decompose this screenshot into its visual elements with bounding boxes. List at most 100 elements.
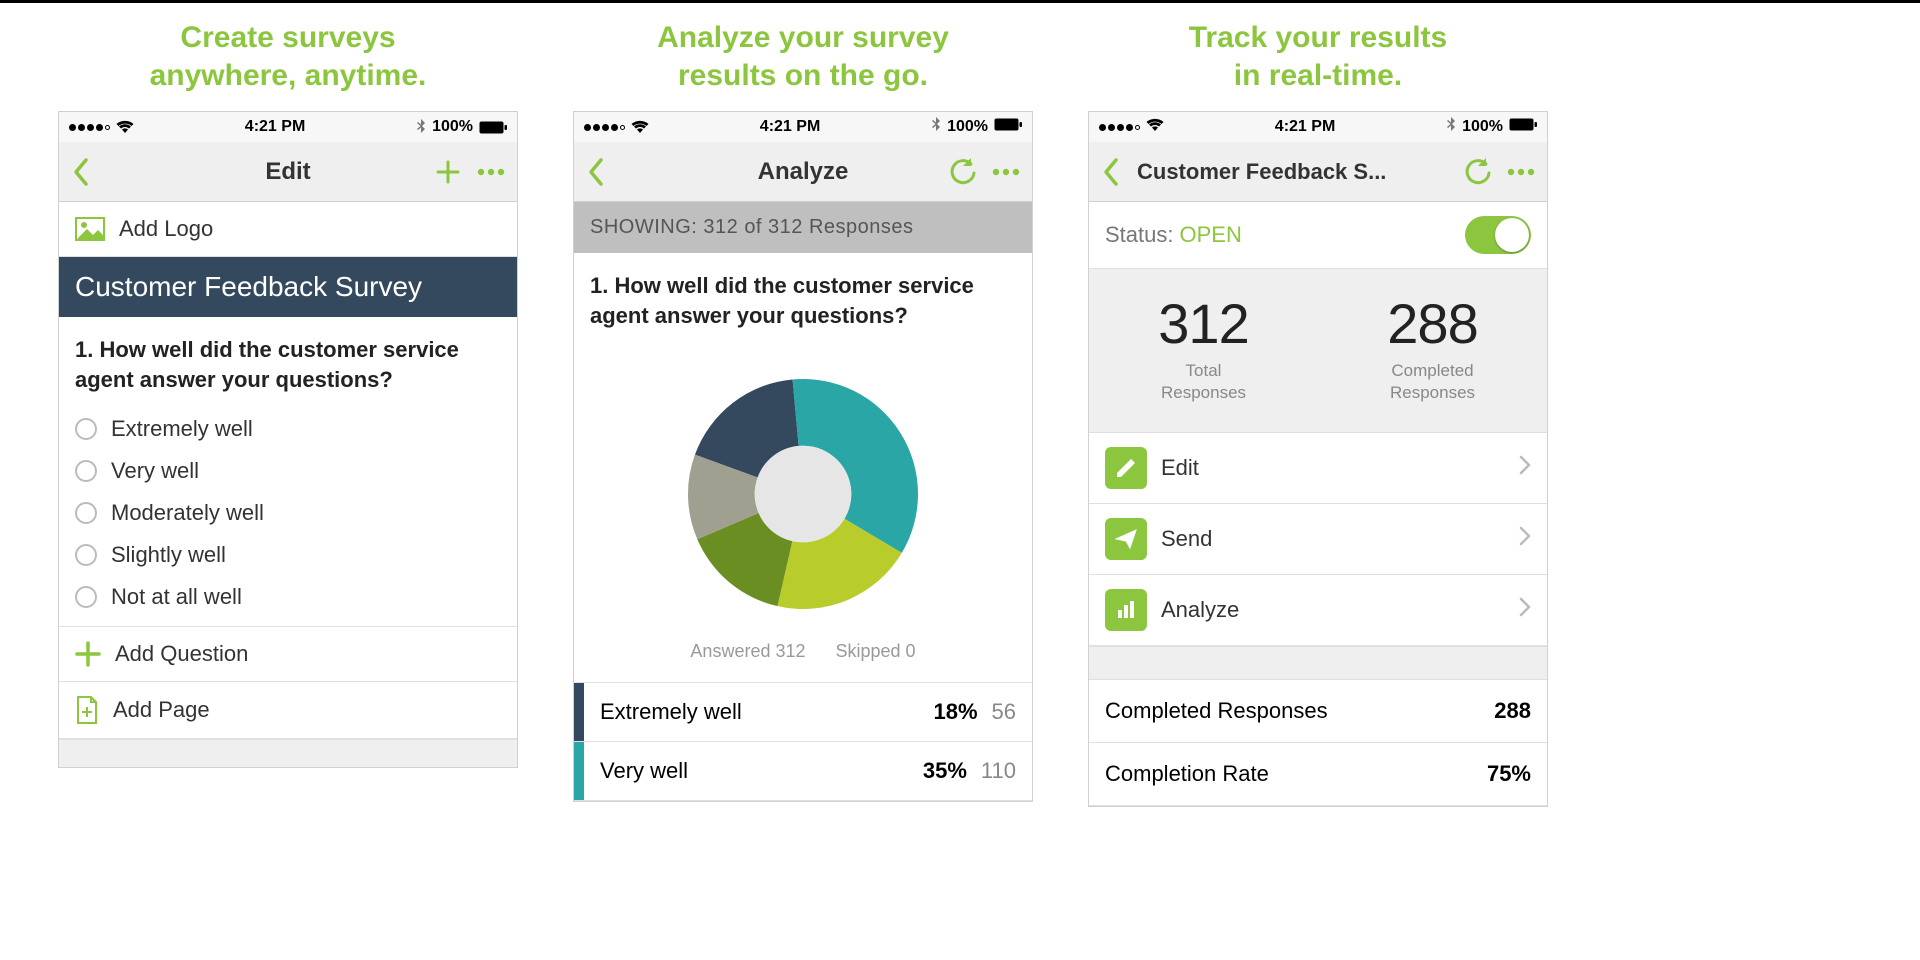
- radio-icon: [75, 460, 97, 482]
- action-label: Analyze: [1161, 597, 1239, 623]
- stat-completed-num: 288: [1326, 291, 1539, 356]
- bluetooth-icon: [1446, 117, 1456, 138]
- plus-icon: [75, 641, 101, 667]
- status-value: OPEN: [1179, 222, 1241, 248]
- metric-label: Completed Responses: [1105, 698, 1328, 724]
- signal-dots-icon: [69, 124, 110, 131]
- battery-icon: [994, 118, 1022, 136]
- status-battery-text: 100%: [432, 118, 473, 136]
- skipped-count: Skipped 0: [836, 641, 916, 662]
- analyze-icon: [1105, 589, 1147, 631]
- more-button[interactable]: [992, 168, 1020, 176]
- action-label: Send: [1161, 526, 1212, 552]
- option-label: Very well: [111, 458, 199, 484]
- stats-block: 312 TotalResponses 288 CompletedResponse…: [1089, 269, 1547, 433]
- radio-icon: [75, 586, 97, 608]
- status-battery-text: 100%: [1462, 118, 1503, 136]
- action-send[interactable]: Send: [1089, 504, 1547, 575]
- edit-icon: [1105, 447, 1147, 489]
- add-logo-row[interactable]: Add Logo: [59, 202, 517, 257]
- stat-total-num: 312: [1097, 291, 1310, 356]
- signal-dots-icon: [1099, 124, 1140, 131]
- back-button[interactable]: [71, 157, 91, 187]
- add-question-button[interactable]: Add Question: [59, 627, 517, 682]
- add-page-button[interactable]: Add Page: [59, 682, 517, 739]
- status-bar: 4:21 PM 100%: [1089, 112, 1547, 142]
- option-2[interactable]: Moderately well: [75, 492, 501, 534]
- nav-bar: Edit: [59, 142, 517, 202]
- status-row: Status: OPEN: [1089, 202, 1547, 269]
- screen-analyze: 4:21 PM 100% Analyze SHOWING: 312 of 312…: [573, 111, 1033, 802]
- metric-row-0: Completed Responses288: [1089, 680, 1547, 743]
- status-toggle[interactable]: [1465, 216, 1531, 254]
- bluetooth-icon: [931, 117, 941, 138]
- send-icon: [1105, 518, 1147, 560]
- section-gap: [1089, 646, 1547, 680]
- status-label: Status:: [1105, 222, 1173, 248]
- chevron-right-icon: [1519, 597, 1531, 623]
- question-text: 1. How well did the customer service age…: [75, 335, 501, 394]
- survey-title[interactable]: Customer Feedback Survey: [59, 257, 517, 317]
- status-bar: 4:21 PM 100%: [59, 112, 517, 142]
- heading-analyze: Analyze your surveyresults on the go.: [573, 19, 1033, 94]
- option-label: Moderately well: [111, 500, 264, 526]
- battery-icon: [1509, 118, 1537, 136]
- screen-track: 4:21 PM 100% Customer Feedback S... Stat…: [1088, 111, 1548, 807]
- heading-create: Create surveysanywhere, anytime.: [58, 19, 518, 94]
- add-button[interactable]: [435, 159, 461, 185]
- donut-hole: [755, 446, 852, 543]
- page-plus-icon: [75, 696, 99, 724]
- add-logo-label: Add Logo: [119, 216, 213, 242]
- option-label: Extremely well: [111, 416, 253, 442]
- option-label: Not at all well: [111, 584, 242, 610]
- question-text: 1. How well did the customer service age…: [590, 271, 1016, 330]
- color-swatch: [574, 683, 584, 741]
- action-label: Edit: [1161, 455, 1199, 481]
- status-time: 4:21 PM: [760, 118, 820, 136]
- result-label: Extremely well: [600, 699, 742, 725]
- donut-chart: Answered 312 Skipped 0: [574, 344, 1032, 683]
- more-button[interactable]: [1507, 168, 1535, 176]
- result-count: 56: [992, 699, 1016, 725]
- option-1[interactable]: Very well: [75, 450, 501, 492]
- chevron-right-icon: [1519, 455, 1531, 481]
- stat-total: 312 TotalResponses: [1089, 269, 1318, 432]
- option-label: Slightly well: [111, 542, 226, 568]
- result-count: 110: [981, 758, 1016, 784]
- status-bar: 4:21 PM 100%: [574, 112, 1032, 142]
- option-3[interactable]: Slightly well: [75, 534, 501, 576]
- metric-label: Completion Rate: [1105, 761, 1269, 787]
- result-percent: 35%: [923, 758, 967, 784]
- chevron-right-icon: [1519, 526, 1531, 552]
- metric-row-1: Completion Rate 75%: [1089, 743, 1547, 806]
- result-row-0[interactable]: Extremely well 18% 56: [574, 683, 1032, 742]
- refresh-button[interactable]: [950, 158, 976, 186]
- heading-track: Track your resultsin real-time.: [1088, 19, 1548, 94]
- more-button[interactable]: [477, 168, 505, 176]
- wifi-icon: [631, 120, 649, 134]
- battery-icon: [479, 121, 507, 134]
- radio-icon: [75, 418, 97, 440]
- result-row-1[interactable]: Very well35%110: [574, 742, 1032, 801]
- radio-icon: [75, 502, 97, 524]
- status-time: 4:21 PM: [245, 118, 305, 136]
- option-4[interactable]: Not at all well: [75, 576, 501, 618]
- image-icon: [75, 217, 105, 241]
- action-analyze[interactable]: Analyze: [1089, 575, 1547, 646]
- metric-value: 75%: [1487, 761, 1531, 787]
- action-edit[interactable]: Edit: [1089, 433, 1547, 504]
- option-0[interactable]: Extremely well: [75, 408, 501, 450]
- screen-edit: 4:21 PM 100% Edit Add: [58, 111, 518, 768]
- bluetooth-icon: [416, 119, 426, 135]
- refresh-button[interactable]: [1465, 158, 1491, 186]
- result-percent: 18%: [933, 699, 977, 725]
- add-page-label: Add Page: [113, 697, 210, 723]
- stat-total-cap: TotalResponses: [1097, 360, 1310, 404]
- back-button[interactable]: [1101, 157, 1121, 187]
- showing-filter[interactable]: SHOWING: 312 of 312 Responses: [574, 202, 1032, 253]
- answered-count: Answered 312: [690, 641, 805, 662]
- question-block: 1. How well did the customer service age…: [59, 317, 517, 627]
- nav-bar: Analyze: [574, 142, 1032, 202]
- back-button[interactable]: [586, 157, 606, 187]
- footer-gap: [59, 739, 517, 767]
